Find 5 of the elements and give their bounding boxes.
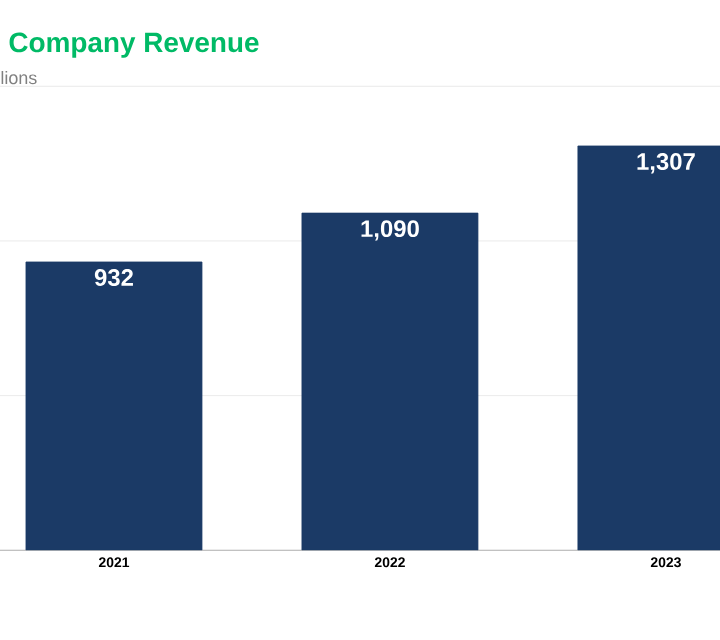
- data-label: 1,090: [361, 220, 419, 241]
- chart-title: Company Revenue: [9, 32, 259, 58]
- data-label: 1,307: [637, 153, 695, 174]
- data-label: 932: [94, 269, 133, 287]
- chart-subtitle: lions: [1, 71, 37, 85]
